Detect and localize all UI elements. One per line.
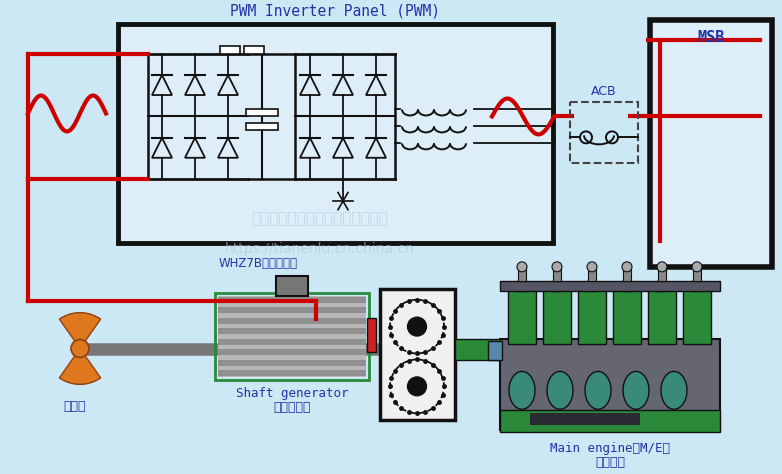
Bar: [508, 289, 536, 344]
Text: WHZ7B轴发控制筱: WHZ7B轴发控制筱: [218, 257, 297, 270]
Circle shape: [622, 262, 632, 272]
Text: https://tianenlu.cn.china.cn: https://tianenlu.cn.china.cn: [225, 242, 415, 256]
Bar: [613, 289, 641, 344]
Circle shape: [407, 377, 426, 396]
Text: 螺旋浆: 螺旋浆: [64, 401, 86, 413]
Bar: [650, 20, 772, 267]
Bar: [648, 289, 676, 344]
Bar: [455, 338, 500, 360]
Circle shape: [71, 339, 89, 357]
Bar: [691, 281, 701, 291]
Text: 天能马（大连）能源科技有限公司: 天能马（大连）能源科技有限公司: [252, 211, 389, 227]
Circle shape: [517, 262, 527, 272]
Bar: [218, 349, 366, 356]
Bar: [380, 289, 455, 420]
Bar: [500, 410, 720, 432]
Bar: [586, 281, 596, 291]
Bar: [218, 307, 366, 313]
Bar: [218, 370, 366, 376]
Ellipse shape: [585, 372, 611, 409]
Ellipse shape: [509, 372, 535, 409]
Bar: [551, 281, 561, 291]
Wedge shape: [59, 313, 101, 348]
Bar: [693, 267, 701, 281]
Bar: [516, 281, 526, 291]
Bar: [118, 24, 553, 243]
Bar: [553, 267, 561, 281]
Circle shape: [407, 317, 426, 336]
Ellipse shape: [623, 372, 649, 409]
Text: PWM Inverter Panel (PWM): PWM Inverter Panel (PWM): [231, 4, 440, 19]
Bar: [367, 318, 376, 353]
Bar: [246, 123, 278, 130]
Bar: [500, 338, 720, 430]
Bar: [218, 328, 366, 334]
Bar: [276, 276, 308, 296]
Ellipse shape: [547, 372, 573, 409]
Bar: [218, 296, 366, 377]
Circle shape: [657, 262, 667, 272]
Bar: [588, 267, 596, 281]
Text: Main engine（M/E）: Main engine（M/E）: [550, 442, 670, 455]
Ellipse shape: [661, 372, 687, 409]
Bar: [621, 281, 631, 291]
Bar: [215, 293, 369, 380]
Wedge shape: [59, 348, 101, 384]
Bar: [530, 413, 640, 425]
Bar: [578, 289, 606, 344]
Text: MSB: MSB: [698, 30, 725, 45]
Bar: [623, 267, 631, 281]
Bar: [244, 46, 264, 54]
Text: 主柴油机: 主柴油机: [595, 456, 625, 469]
Bar: [246, 109, 278, 117]
Text: 同步发电机: 同步发电机: [273, 401, 310, 414]
Bar: [220, 46, 240, 54]
Text: ACB: ACB: [591, 84, 617, 98]
Bar: [518, 267, 526, 281]
Bar: [218, 297, 366, 303]
Bar: [570, 101, 638, 163]
Circle shape: [587, 262, 597, 272]
Circle shape: [692, 262, 702, 272]
Bar: [218, 318, 366, 324]
Bar: [658, 267, 666, 281]
Bar: [683, 289, 711, 344]
Bar: [500, 281, 720, 291]
Bar: [218, 339, 366, 345]
Bar: [488, 340, 502, 360]
Text: Shaft generator: Shaft generator: [235, 387, 348, 401]
Bar: [656, 281, 666, 291]
Bar: [543, 289, 571, 344]
Bar: [218, 360, 366, 366]
Circle shape: [552, 262, 562, 272]
